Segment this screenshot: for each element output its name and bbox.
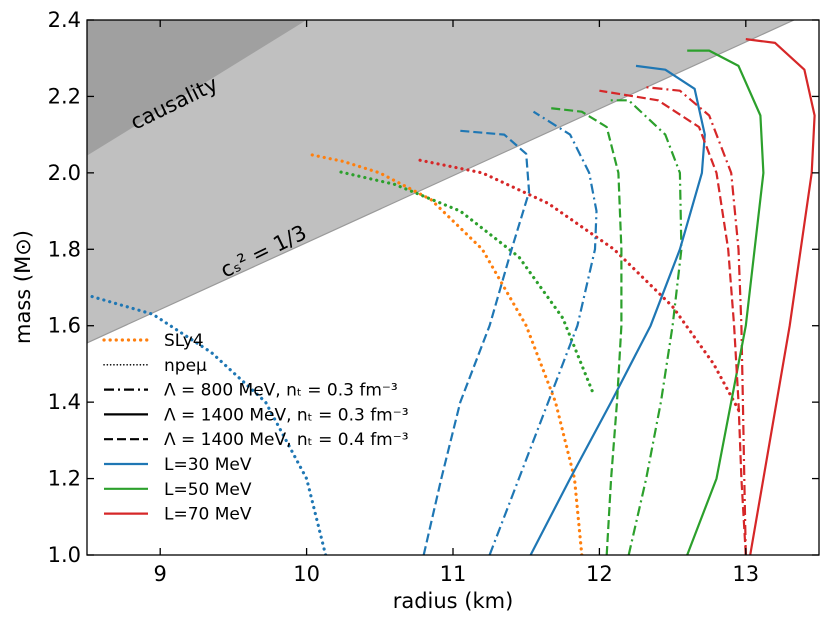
series-line-10 xyxy=(422,129,531,555)
legend-label: L=30 MeV xyxy=(164,455,252,475)
x-tick-label: 13 xyxy=(732,562,759,586)
series-line-11 xyxy=(548,106,623,555)
x-tick-labels: 9 10 11 12 13 xyxy=(154,562,760,586)
legend-label: Λ = 800 MeV, nₜ = 0.3 fm⁻³ xyxy=(164,381,398,401)
legend-label: L=70 MeV xyxy=(164,505,252,525)
x-tick-label: 11 xyxy=(440,562,467,586)
legend-label: SLy4 xyxy=(164,331,204,351)
series-line-0 xyxy=(305,152,584,555)
legend-label: Λ = 1400 MeV, nₜ = 0.4 fm⁻³ xyxy=(164,430,409,450)
y-tick-label: 2.4 xyxy=(48,8,81,32)
legend-label: npeμ xyxy=(164,356,207,376)
series-line-3 xyxy=(414,157,741,412)
x-tick-label: 12 xyxy=(586,562,613,586)
y-tick-label: 1.6 xyxy=(48,314,81,338)
series-line-2 xyxy=(334,169,594,393)
legend-label: L=50 MeV xyxy=(164,480,252,500)
causality-region xyxy=(87,20,307,156)
y-tick-labels: 1.0 1.2 1.4 1.6 1.8 2.0 2.2 2.4 xyxy=(48,8,81,567)
y-tick-label: 1.4 xyxy=(48,390,81,414)
x-axis-title: radius (km) xyxy=(393,589,514,613)
y-tick-label: 1.8 xyxy=(48,237,81,261)
series-line-4 xyxy=(488,110,598,555)
y-tick-label: 2.2 xyxy=(48,84,81,108)
axis-ticks xyxy=(87,19,819,556)
legend-label: Λ = 1400 MeV, nₜ = 0.3 fm⁻³ xyxy=(164,405,409,425)
legend: SLy4 npeμ Λ = 800 MeV, nₜ = 0.3 fm⁻³ Λ = 14… xyxy=(102,331,409,525)
x-tick-label: 10 xyxy=(293,562,320,586)
series-line-7 xyxy=(529,64,706,555)
series-line-6 xyxy=(643,85,747,555)
series-line-8 xyxy=(686,49,765,555)
y-tick-label: 2.0 xyxy=(48,161,81,185)
series-line-1 xyxy=(87,293,328,555)
series-lines xyxy=(87,38,816,555)
y-tick-label: 1.0 xyxy=(48,543,81,567)
series-line-12 xyxy=(599,89,747,555)
y-axis-title: mass (M⊙) xyxy=(11,230,35,344)
y-tick-label: 1.2 xyxy=(48,467,81,491)
series-line-9 xyxy=(745,38,816,555)
x-tick-label: 9 xyxy=(154,562,167,586)
shaded-regions xyxy=(87,20,796,344)
series-line-5 xyxy=(606,99,683,555)
